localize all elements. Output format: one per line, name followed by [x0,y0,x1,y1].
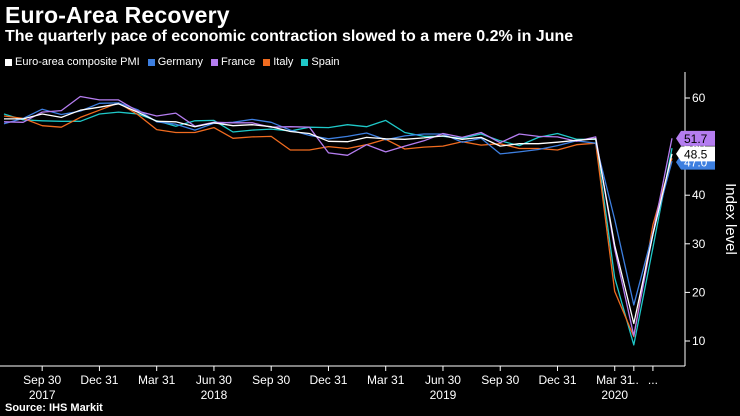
end-badge-france [676,130,715,146]
series-line-spain [3,111,673,346]
x-tick-label: ... [648,373,658,387]
legend-item-france: France [210,56,256,68]
y-axis-title: Index level [722,183,739,255]
chart-subtitle: The quarterly pace of economic contracti… [5,28,574,45]
end-value-label-france: 51.7 [684,132,708,146]
legend-swatch-spain [301,58,309,66]
x-tick-label: Jun 30 [425,373,461,387]
legend-swatch-germany [147,58,155,66]
x-tick-label: Dec 31 [80,373,118,387]
legend-swatch-france [210,58,218,66]
series-line-germany [3,102,673,306]
legend-swatch-euro [5,58,12,66]
legend: Euro-area composite PMI Germany France I… [5,56,340,68]
y-tick-label: 60 [692,91,706,105]
series-line-euro [4,103,673,325]
x-tick-label: Sep 30 [23,373,61,387]
legend-swatch-italy [263,58,271,66]
chart-title: Euro-Area Recovery [5,2,230,28]
y-tick-label: 20 [692,285,706,299]
x-tick-label: Dec 31 [309,373,347,387]
end-badge-euro [676,146,715,162]
x-tick-label: Mar 31 [138,373,176,387]
x-year-label: 2017 [29,388,56,402]
end-value-label-euro: 48.5 [684,147,708,161]
source-note: Source: IHS Markit [5,402,103,414]
x-tick-label: ... [629,373,639,387]
legend-label-spain: Spain [311,56,340,68]
x-tick-label: Mar 31 [367,373,405,387]
legend-item-germany: Germany [147,56,203,68]
y-tick-label: 10 [692,334,706,348]
legend-label-euro: Euro-area composite PMI [15,56,140,68]
legend-label-germany: Germany [157,56,203,68]
legend-label-france: France [220,56,256,68]
y-tick-label: 30 [692,237,706,251]
series-line-france [3,95,673,337]
legend-item-spain: Spain [301,56,340,68]
x-tick-label: Jun 30 [196,373,232,387]
x-tick-label: Sep 30 [481,373,519,387]
x-year-label: 2019 [430,388,457,402]
legend-item-italy: Italy [263,56,293,68]
x-year-label: 2020 [601,388,628,402]
y-tick-label: 40 [692,188,706,202]
legend-label-italy: Italy [273,56,294,68]
legend-item-euro: Euro-area composite PMI [5,56,140,68]
x-tick-label: Mar 31 [596,373,634,387]
x-year-label: 2018 [201,388,228,402]
x-tick-label: Dec 31 [538,373,576,387]
x-tick-label: Sep 30 [252,373,290,387]
